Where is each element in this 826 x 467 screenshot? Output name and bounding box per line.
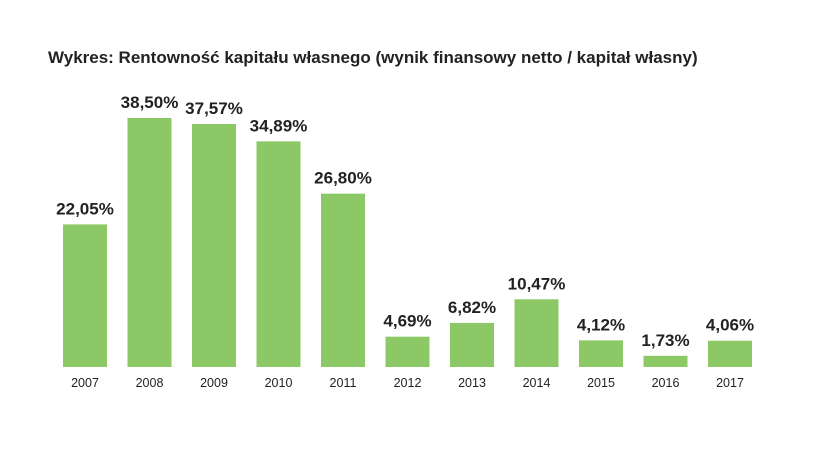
data-label-2017: 4,06% <box>706 316 754 335</box>
x-tick-label-2009: 2009 <box>200 376 228 390</box>
data-label-2010: 34,89% <box>250 116 308 135</box>
data-label-2012: 4,69% <box>383 312 431 331</box>
chart-title: Wykres: Rentowność kapitału własnego (wy… <box>48 48 698 67</box>
data-label-2014: 10,47% <box>508 274 566 293</box>
x-tick-label-2008: 2008 <box>136 376 164 390</box>
bar-2015 <box>579 340 623 367</box>
bar-2014 <box>514 299 559 367</box>
data-label-2016: 1,73% <box>641 331 689 350</box>
bar-2008 <box>127 118 172 367</box>
x-tick-label-2017: 2017 <box>716 376 744 390</box>
data-label-2013: 6,82% <box>448 298 496 317</box>
bar-2013 <box>450 322 494 367</box>
bar-2007 <box>63 224 107 367</box>
x-tick-label-2013: 2013 <box>458 376 486 390</box>
x-tick-label-2014: 2014 <box>523 376 551 390</box>
bar-2009 <box>192 124 236 368</box>
data-label-2008: 38,50% <box>121 93 179 112</box>
x-tick-label-2011: 2011 <box>330 376 357 390</box>
bar-2016 <box>643 355 688 367</box>
data-label-2011: 26,80% <box>314 169 372 188</box>
data-label-2015: 4,12% <box>577 315 625 334</box>
bar-2010 <box>256 141 301 367</box>
x-tick-label-2012: 2012 <box>394 376 422 390</box>
data-label-2009: 37,57% <box>185 99 243 118</box>
x-tick-label-2010: 2010 <box>265 376 293 390</box>
bar-2017 <box>708 340 752 367</box>
bar-2011 <box>321 193 365 367</box>
bar-2012 <box>385 336 430 367</box>
x-tick-label-2007: 2007 <box>71 376 99 390</box>
x-tick-label-2015: 2015 <box>587 376 615 390</box>
x-tick-label-2016: 2016 <box>652 376 680 390</box>
data-label-2007: 22,05% <box>56 199 114 218</box>
